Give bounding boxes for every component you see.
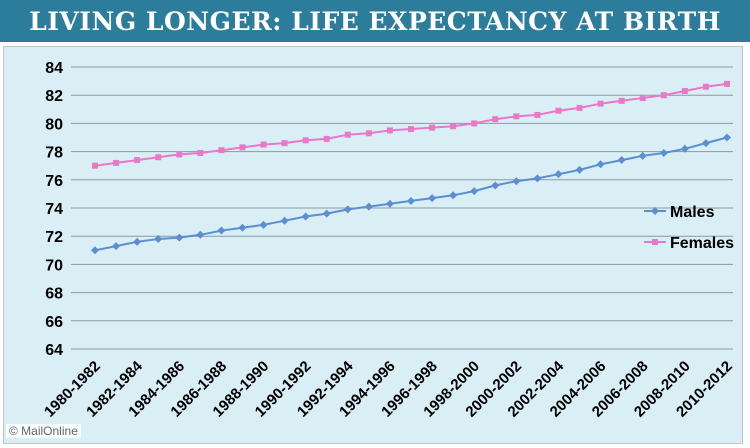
males-point <box>596 160 605 169</box>
y-tick-label: 80 <box>45 116 63 133</box>
males-point <box>491 181 500 190</box>
females-point <box>344 131 351 138</box>
females-point <box>597 100 604 107</box>
males-point <box>723 133 731 142</box>
males-point <box>385 199 394 208</box>
males-point <box>533 174 542 183</box>
females-point <box>429 124 436 131</box>
females-point <box>176 151 183 158</box>
y-tick-label: 78 <box>45 145 63 162</box>
y-tick-label: 76 <box>45 173 63 190</box>
males-point <box>449 191 458 200</box>
females-point <box>681 87 688 94</box>
females-point <box>639 95 646 102</box>
females-point <box>492 116 499 123</box>
females-point <box>281 140 288 147</box>
males-point <box>470 187 479 196</box>
males-point <box>238 223 247 232</box>
males-point <box>659 149 668 158</box>
y-tick-label: 72 <box>45 229 63 246</box>
females-point <box>323 135 330 142</box>
legend-marker-females <box>652 239 658 245</box>
females-point <box>471 120 478 127</box>
females-point <box>239 144 246 151</box>
females-series-line <box>94 82 728 167</box>
males-point <box>512 177 521 186</box>
males-point <box>680 144 689 153</box>
y-tick-label: 82 <box>45 88 63 105</box>
females-point <box>197 150 204 157</box>
females-point <box>386 127 393 134</box>
males-point <box>322 209 331 218</box>
males-point <box>575 165 584 174</box>
males-point <box>364 202 373 211</box>
females-point <box>134 157 141 164</box>
males-point <box>196 230 205 239</box>
legend-label-females: Females <box>670 235 734 252</box>
y-tick-label: 74 <box>45 201 63 218</box>
females-point <box>724 80 730 87</box>
males-point <box>154 235 163 244</box>
males-point <box>91 246 99 255</box>
females-point <box>660 92 667 99</box>
chart-area: 64 66 68 70 72 74 76 78 80 82 84 1980-1982 1982-1984… <box>3 46 743 444</box>
y-tick-label: 84 <box>45 60 63 77</box>
females-point <box>92 162 98 169</box>
females-point <box>534 111 541 118</box>
title-banner: LIVING LONGER: LIFE EXPECTANCY AT BIRTH <box>0 0 750 42</box>
females-point <box>618 97 625 104</box>
males-point <box>280 216 289 225</box>
females-point <box>555 107 562 114</box>
y-tick-label: 70 <box>45 257 63 274</box>
females-point <box>450 123 457 130</box>
males-point <box>638 151 647 160</box>
females-point <box>365 130 372 137</box>
females-point <box>260 141 267 148</box>
males-point <box>133 237 142 246</box>
males-point <box>175 233 184 242</box>
females-point <box>218 147 225 154</box>
source-credit: © MailOnline <box>6 424 81 438</box>
males-point <box>407 196 415 205</box>
line-chart: 64666870727476788082841980-19821982-1984… <box>41 60 736 421</box>
chart-title: LIVING LONGER: LIFE EXPECTANCY AT BIRTH <box>29 6 721 36</box>
y-tick-label: 66 <box>45 314 63 331</box>
males-point <box>217 226 226 235</box>
females-point <box>155 154 162 161</box>
females-point <box>513 113 520 120</box>
males-point <box>301 212 310 221</box>
males-point <box>343 205 352 214</box>
females-point <box>408 126 414 133</box>
females-point <box>302 137 309 144</box>
males-point <box>617 156 626 165</box>
males-point <box>259 220 268 229</box>
y-tick-label: 68 <box>45 286 63 303</box>
legend-marker-males <box>651 207 659 215</box>
males-point <box>428 194 437 203</box>
females-point <box>113 159 120 166</box>
legend-label-males: Males <box>670 204 715 221</box>
y-tick-label: 64 <box>45 342 63 359</box>
males-point <box>554 170 563 179</box>
males-point <box>701 139 710 148</box>
males-point <box>112 242 121 251</box>
females-point <box>702 83 709 90</box>
females-point <box>576 104 583 111</box>
